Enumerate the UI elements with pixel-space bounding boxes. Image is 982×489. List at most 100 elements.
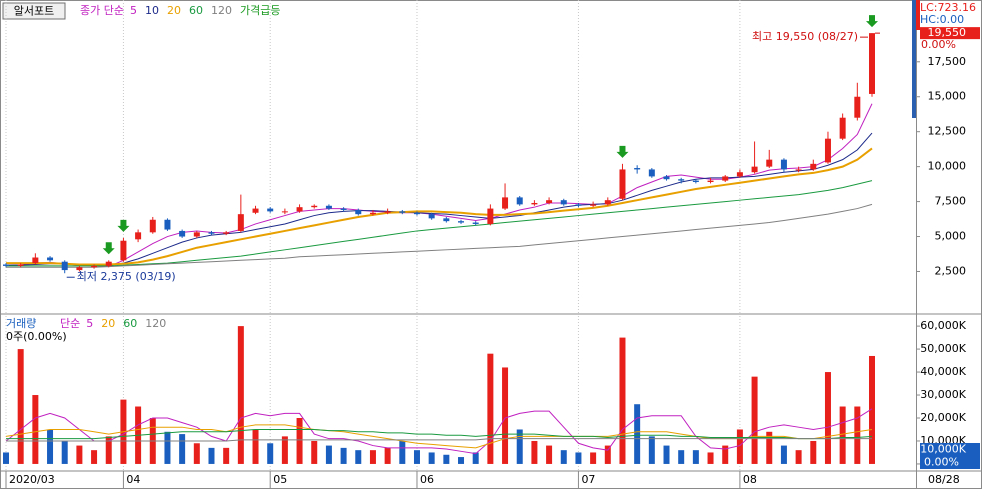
lc-label: LC:723.16 [920, 1, 976, 14]
candle-body [824, 138, 831, 163]
volume-bar [413, 450, 420, 464]
volume-bar [516, 429, 523, 464]
y-tick-label: 40,000K [920, 365, 966, 378]
candle-body [340, 208, 347, 210]
y-tick-label: 20,000K [920, 411, 966, 424]
y-tick-label: 12,500 [928, 125, 967, 138]
candle-body [120, 240, 127, 261]
volume-bar [678, 450, 685, 464]
volume-bar [780, 445, 787, 464]
candle-body [795, 169, 802, 171]
candle-body [91, 265, 98, 268]
candle-body [531, 202, 538, 205]
candle-body [193, 232, 200, 237]
volume-bar [824, 372, 831, 464]
stock-name[interactable]: 알서포트 [14, 4, 54, 18]
y-tick-label: 10,000 [928, 160, 967, 173]
candle-body [311, 205, 318, 208]
volume-average [6, 438, 872, 442]
candle-body [61, 261, 68, 271]
scroll-indicator [912, 0, 916, 118]
candle-body [3, 264, 9, 266]
candle-body [237, 214, 244, 231]
volume-bar [267, 443, 274, 464]
volume-bar [854, 406, 861, 464]
legend-entry: 10 [145, 4, 159, 17]
candle-body [281, 211, 288, 213]
legend-prefix: 단순 [60, 317, 80, 330]
y-tick-label: 2,500 [935, 264, 967, 277]
y-tick-label: 17,500 [928, 55, 967, 68]
candle-body [502, 197, 509, 209]
candle-body [32, 257, 39, 264]
volume-average [5, 408, 873, 455]
volume-bar [3, 452, 9, 464]
volume-bar [61, 440, 68, 464]
current-price: 19,550 [928, 26, 967, 39]
legend-entry: 60 [189, 4, 203, 17]
moving-average [6, 180, 873, 267]
candle-body [634, 168, 641, 170]
volume-bar [590, 452, 597, 464]
volume-bar [648, 436, 655, 464]
y-tick-label: 7,500 [935, 195, 967, 208]
x-tick-label: 08 [743, 473, 757, 486]
candle-body [47, 257, 54, 261]
volume-bar [546, 445, 553, 464]
volume-bar [707, 452, 714, 464]
candle-body [149, 219, 156, 233]
candle-body [839, 117, 846, 139]
y-tick-label: 50,000K [920, 342, 966, 355]
surge-signal [866, 15, 878, 28]
volume-legend: 단순 5 20 60 120 [60, 317, 166, 330]
moving-average [6, 147, 873, 266]
stock-name-box[interactable] [2, 2, 66, 20]
volume-bar [810, 440, 817, 464]
legend-entry: 120 [211, 4, 232, 17]
surge-signal [117, 219, 130, 232]
candle-body [780, 159, 787, 170]
candle-body [105, 261, 112, 266]
candle-body [267, 208, 274, 212]
volume-bar [663, 445, 670, 464]
candle-body [135, 232, 142, 240]
candle-body [458, 221, 465, 223]
volume-bar [296, 418, 303, 464]
candle-body [707, 180, 714, 183]
x-tick-label: 07 [581, 473, 595, 486]
volume-bar [869, 355, 875, 464]
min-annotation: 최저 2,375 (03/19) [77, 270, 176, 283]
candle-body [751, 166, 758, 173]
candle-body [590, 204, 597, 206]
x-tick-label: 04 [126, 473, 140, 486]
moving-average [6, 203, 873, 268]
volume-bar [575, 452, 582, 464]
legend-entry: 60 [123, 317, 137, 330]
volume-bar [619, 337, 626, 464]
volume-bar [47, 429, 54, 464]
candle-body [179, 230, 186, 237]
volume-bar [722, 445, 729, 464]
candle-body [296, 207, 303, 212]
volume-average [6, 428, 873, 440]
candle-body [854, 96, 861, 118]
volume-bar [751, 376, 758, 464]
volume-bar [340, 447, 347, 464]
x-tick-label: 2020/03 [9, 473, 55, 486]
volume-bar [105, 436, 112, 464]
candle-body [487, 208, 494, 224]
max-annotation: 최고 19,550 (08/27) [752, 30, 858, 43]
y-tick-label: 5,000 [935, 230, 967, 243]
candle-body [648, 169, 655, 177]
volume-bar [32, 395, 39, 464]
candle-body [604, 200, 611, 205]
candle-body [164, 219, 171, 230]
volume-bar [91, 450, 98, 464]
volume-bar [311, 440, 318, 464]
candle-body [678, 179, 685, 181]
candle-body [399, 211, 406, 213]
current-price-box [920, 27, 980, 40]
volume-bar [237, 326, 244, 464]
candle-body [428, 214, 435, 219]
volume-bar [208, 447, 215, 464]
